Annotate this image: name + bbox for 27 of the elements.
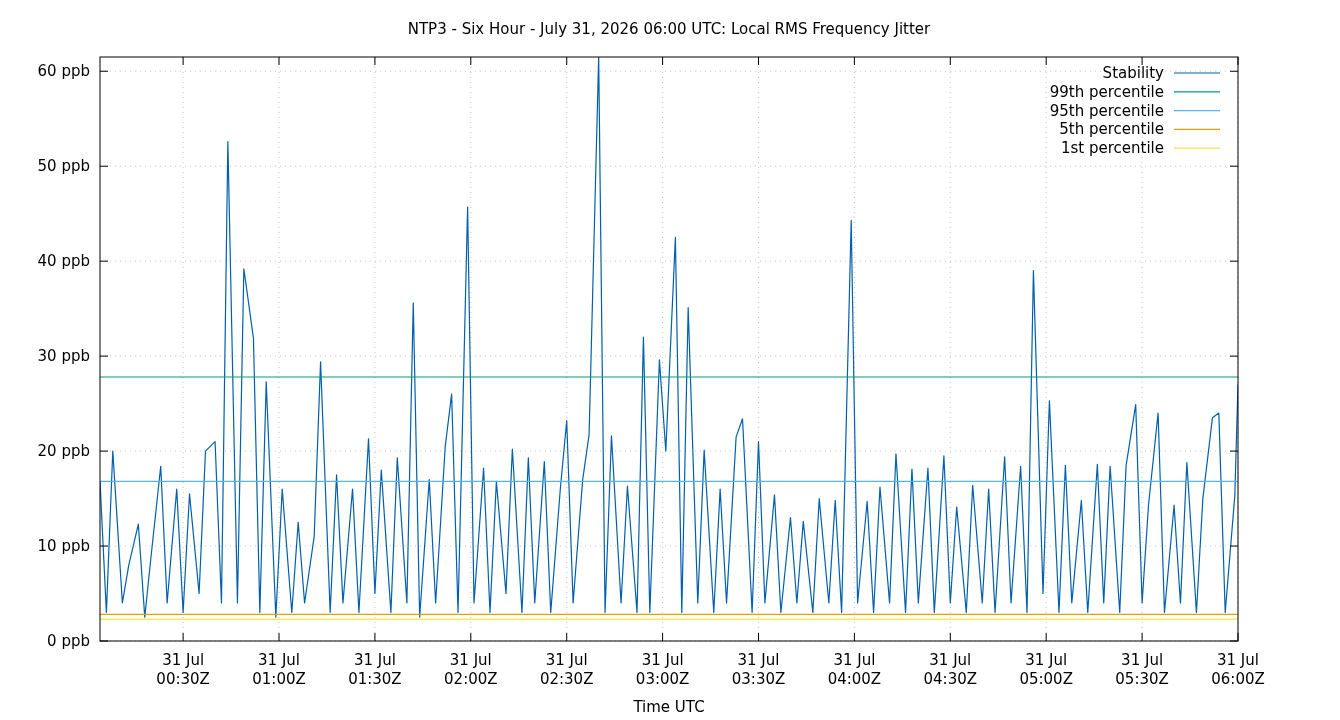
x-tick-label: 31 Jul 05:30Z	[1115, 651, 1169, 688]
x-tick-label: 31 Jul 03:00Z	[635, 651, 690, 688]
x-tick-label: 31 Jul 02:30Z	[539, 651, 594, 688]
legend-label: 5th percentile	[1059, 120, 1164, 139]
x-tick-label: 31 Jul 00:30Z	[156, 651, 210, 688]
line-series	[100, 57, 1238, 618]
y-tick-label: 60 ppb	[37, 62, 90, 81]
y-tick-label: 30 ppb	[37, 347, 90, 366]
x-tick-label: 31 Jul 05:00Z	[1019, 651, 1073, 688]
y-tick-label: 40 ppb	[37, 252, 90, 271]
chart-title: NTP3 - Six Hour - July 31, 2026 06:00 UTC: Local RMS Frequency Jitter	[407, 20, 932, 38]
legend-label: 95th percentile	[1049, 101, 1164, 120]
legend-label: 99th percentile	[1049, 82, 1164, 101]
x-tick-label: 31 Jul 04:00Z	[827, 651, 882, 688]
x-tick-label: 31 Jul 06:00Z	[1211, 651, 1265, 688]
y-tick-label: 20 ppb	[37, 442, 90, 461]
legend-label: Stability	[1102, 64, 1165, 82]
y-tick-label: 0 ppb	[47, 632, 90, 650]
x-tick-label: 31 Jul 03:30Z	[731, 651, 786, 688]
x-tick-label: 31 Jul 01:00Z	[252, 651, 306, 688]
y-tick-label: 50 ppb	[37, 157, 90, 176]
legend-label: 1st percentile	[1060, 139, 1164, 158]
x-tick-label: 31 Jul 02:00Z	[444, 651, 498, 688]
x-tick-label: 31 Jul 01:30Z	[348, 651, 402, 688]
x-axis-title: Time UTC	[632, 698, 705, 716]
x-tick-label: 31 Jul 04:30Z	[923, 651, 978, 688]
y-tick-label: 10 ppb	[37, 537, 90, 556]
